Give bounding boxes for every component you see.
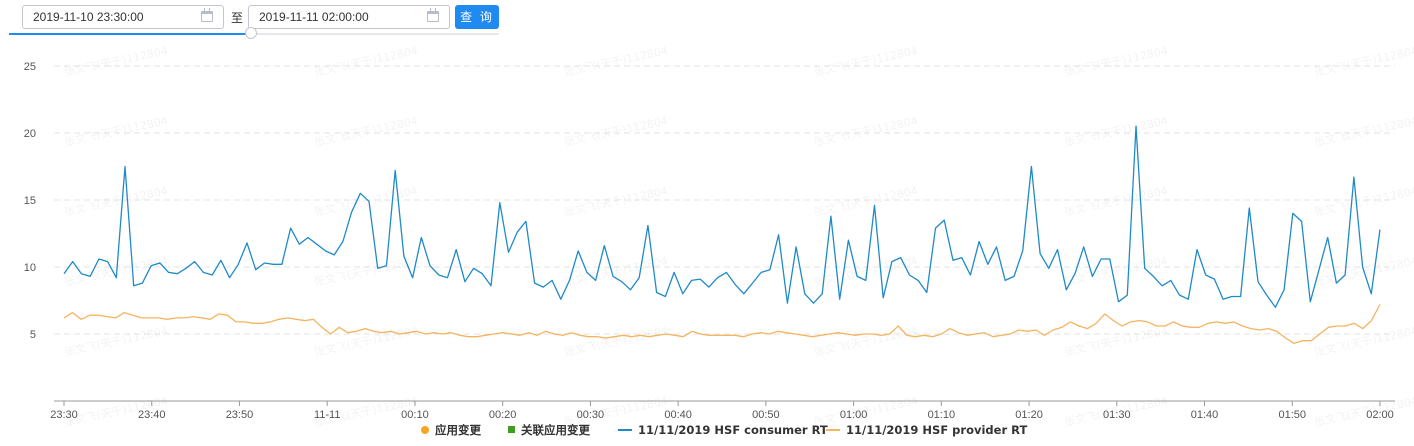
calendar-icon[interactable] — [427, 8, 439, 22]
calendar-icon[interactable] — [201, 8, 213, 22]
range-separator: 至 — [231, 11, 244, 25]
x-tick-label: 01:00 — [840, 409, 868, 421]
watermark-text: 张文飞(天千)112804 — [563, 253, 669, 289]
x-tick-label: 00:30 — [577, 409, 605, 421]
series-line — [63, 125, 1381, 308]
watermark-layer: 张文飞(天千)112804 张文飞(天千)112804 张文飞(天千)112804 张… — [63, 44, 1414, 429]
grid-lines — [54, 65, 1395, 335]
watermark-text: 张文飞(天千)112804 — [1063, 253, 1169, 289]
chart-legend: 应用变更 关联应用变更 11/11/2019 HSF consumer RT 11/1… — [421, 423, 1027, 437]
watermark-text: 张文飞(天千)112804 — [813, 113, 919, 149]
rt-line-chart: 张文飞(天千)112804 张文飞(天千)112804 张文飞(天千)112804 张… — [24, 44, 1414, 437]
start-time-input[interactable]: 2019-11-10 23:30:00 — [22, 5, 224, 29]
watermark-text: 张文飞(天千)112804 — [813, 183, 919, 219]
watermark-text: 张文飞(天千)112804 — [1313, 393, 1414, 429]
query-toolbar: 2019-11-10 23:30:00 至 2019-11-11 02:00:0… — [0, 0, 520, 40]
end-time-input[interactable]: 2019-11-11 02:00:00 — [248, 5, 450, 29]
x-tick-label: 01:30 — [1103, 409, 1131, 421]
watermark-text: 张文飞(天千)112804 — [563, 113, 669, 149]
y-tick-label: 20 — [24, 128, 36, 140]
watermark-text: 张文飞(天千)112804 — [1313, 44, 1414, 79]
y-tick-label: 25 — [24, 61, 36, 73]
series-lines — [63, 125, 1381, 345]
watermark-text: 张文飞(天千)112804 — [1313, 183, 1414, 219]
watermark-text: 张文飞(天千)112804 — [313, 113, 419, 149]
watermark-text: 张文飞(天千)112804 — [813, 253, 919, 289]
y-tick-label: 15 — [24, 195, 36, 207]
x-tick-label: 01:50 — [1279, 409, 1307, 421]
watermark-text: 张文飞(天千)112804 — [63, 113, 169, 149]
x-tick-label: 11-11 — [314, 409, 341, 421]
watermark-text: 张文飞(天千)112804 — [1313, 113, 1414, 149]
watermark-text: 张文飞(天千)112804 — [563, 44, 669, 79]
legend-label: 11/11/2019 HSF provider RT — [846, 423, 1027, 437]
watermark-text: 张文飞(天千)112804 — [63, 323, 169, 359]
legend-marker-square — [508, 426, 515, 433]
legend-marker-dot — [421, 426, 429, 434]
start-time-value: 2019-11-10 23:30:00 — [33, 10, 144, 24]
watermark-text: 张文飞(天千)112804 — [63, 253, 169, 289]
watermark-text: 张文飞(天千)112804 — [813, 323, 919, 359]
legend-label: 11/11/2019 HSF consumer RT — [638, 423, 828, 437]
x-tick-label: 00:20 — [489, 409, 517, 421]
legend-label: 应用变更 — [435, 423, 481, 437]
x-tick-label: 00:10 — [401, 409, 429, 421]
y-axis: 5 10 15 20 25 — [24, 61, 36, 341]
series-line — [63, 304, 1381, 345]
watermark-text: 张文飞(天千)112804 — [63, 44, 169, 79]
watermark-text: 张文飞(天千)112804 — [63, 183, 169, 219]
x-tick-label: 00:50 — [752, 409, 780, 421]
slider-fill — [9, 33, 251, 35]
x-tick-label: 00:40 — [664, 409, 692, 421]
x-tick-label: 23:40 — [138, 409, 166, 421]
slider-handle[interactable] — [245, 27, 257, 39]
watermark-text: 张文飞(天千)112804 — [1063, 323, 1169, 359]
x-tick-label: 23:30 — [50, 409, 78, 421]
y-tick-label: 10 — [24, 262, 36, 274]
watermark-text: 张文飞(天千)112804 — [1063, 113, 1169, 149]
x-tick-label: 02:00 — [1366, 409, 1394, 421]
x-tick-label: 01:10 — [928, 409, 956, 421]
watermark-text: 张文飞(天千)112804 — [313, 183, 419, 219]
watermark-text: 张文飞(天千)112804 — [1063, 183, 1169, 219]
watermark-text: 张文飞(天千)112804 — [1063, 44, 1169, 79]
query-button[interactable]: 查 询 — [455, 5, 499, 29]
x-tick-label: 01:20 — [1015, 409, 1043, 421]
legend-label: 关联应用变更 — [521, 423, 590, 437]
watermark-text: 张文飞(天千)112804 — [563, 323, 669, 359]
watermark-text: 张文飞(天千)112804 — [313, 44, 419, 79]
x-tick-label: 23:50 — [226, 409, 254, 421]
x-axis: 23:30 23:40 23:50 11-11 00:10 00:20 00:30 00:40… — [50, 400, 1395, 421]
end-time-value: 2019-11-11 02:00:00 — [259, 10, 369, 24]
watermark-text: 张文飞(天千)112804 — [313, 253, 419, 289]
watermark-text: 张文飞(天千)112804 — [813, 44, 919, 79]
y-tick-label: 5 — [30, 329, 36, 341]
watermark-text: 张文飞(天千)112804 — [563, 183, 669, 219]
x-tick-label: 01:40 — [1191, 409, 1219, 421]
